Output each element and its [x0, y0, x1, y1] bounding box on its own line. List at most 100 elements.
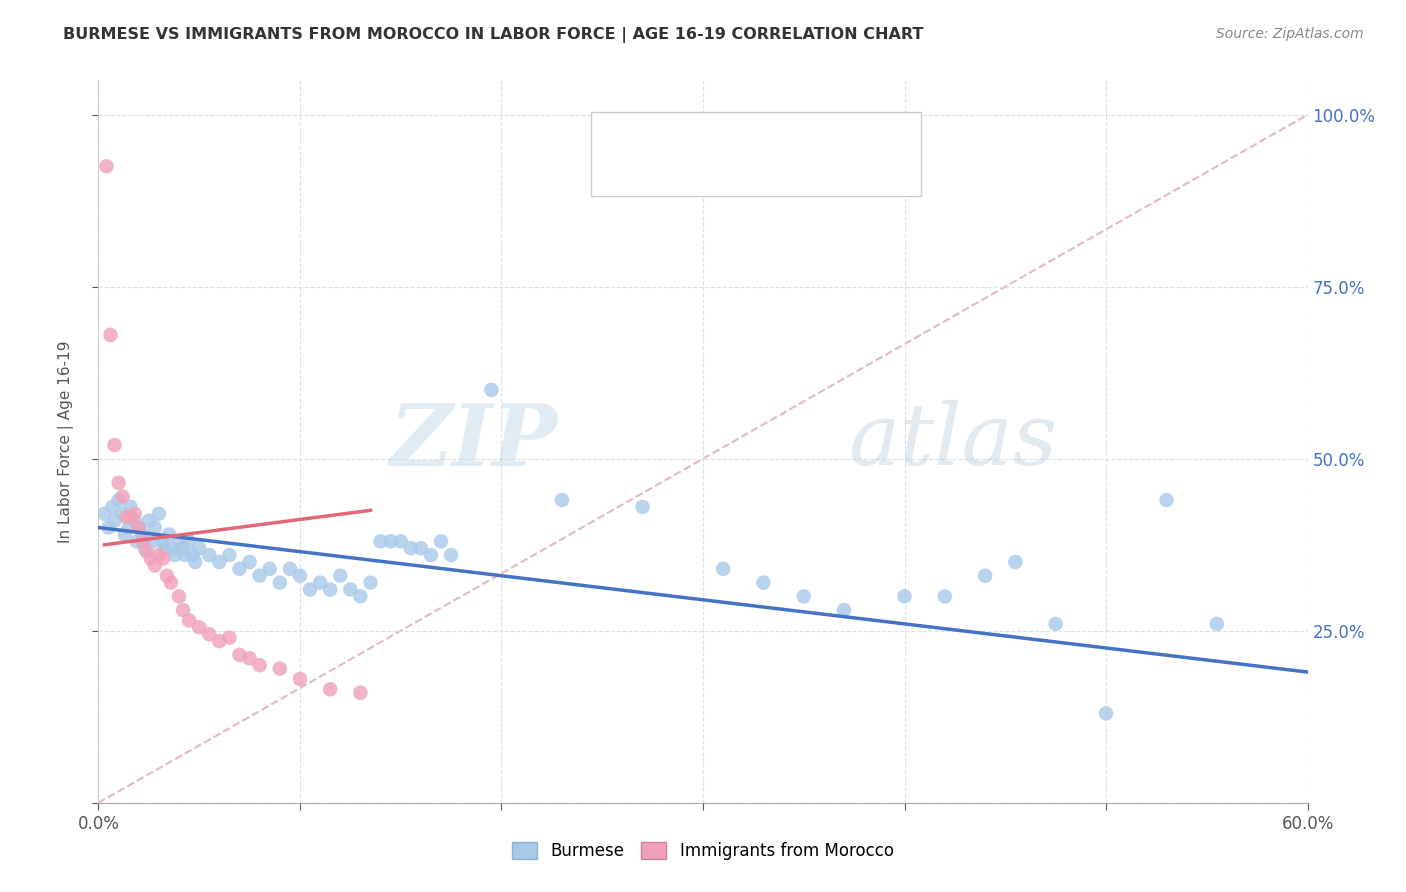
Text: 68: 68	[862, 125, 887, 143]
Point	[118, 520, 141, 534]
Point	[349, 590, 371, 604]
Point	[239, 555, 262, 569]
Point	[184, 555, 207, 569]
Point	[631, 500, 654, 514]
Text: -0.291: -0.291	[716, 125, 780, 143]
Point	[152, 534, 174, 549]
Point	[481, 383, 503, 397]
Point	[179, 614, 201, 628]
Point	[1004, 555, 1026, 569]
Point	[111, 490, 134, 504]
Point	[143, 520, 166, 534]
Point	[228, 648, 250, 662]
Point	[329, 568, 352, 582]
Point	[93, 507, 115, 521]
Text: 0.135: 0.135	[716, 164, 773, 182]
Text: ZIP: ZIP	[389, 400, 558, 483]
Point	[120, 510, 142, 524]
Y-axis label: In Labor Force | Age 16-19: In Labor Force | Age 16-19	[58, 340, 75, 543]
Point	[399, 541, 422, 556]
Point	[420, 548, 443, 562]
Point	[278, 562, 301, 576]
Point	[188, 541, 211, 556]
Point	[832, 603, 855, 617]
Point	[125, 534, 148, 549]
Point	[179, 534, 201, 549]
Point	[148, 548, 170, 562]
Text: 31: 31	[862, 164, 886, 182]
Point	[135, 544, 157, 558]
Text: N =: N =	[806, 164, 845, 182]
Point	[172, 603, 194, 617]
Point	[269, 662, 291, 676]
Point	[128, 520, 150, 534]
Point	[1206, 616, 1229, 631]
Point	[157, 527, 180, 541]
Point	[288, 568, 311, 582]
Point	[249, 568, 271, 582]
Point	[752, 575, 775, 590]
Point	[124, 514, 146, 528]
Text: atlas: atlas	[848, 401, 1057, 483]
Point	[115, 510, 138, 524]
Point	[349, 686, 371, 700]
Point	[319, 682, 342, 697]
Point	[360, 575, 382, 590]
Point	[551, 493, 574, 508]
Point	[1095, 706, 1118, 721]
Point	[124, 507, 146, 521]
Point	[893, 590, 915, 604]
Point	[339, 582, 361, 597]
Point	[288, 672, 311, 686]
Point	[974, 568, 997, 582]
Point	[139, 551, 162, 566]
Point	[156, 568, 179, 582]
Point	[198, 627, 221, 641]
Point	[163, 548, 186, 562]
Point	[167, 590, 190, 604]
Point	[160, 575, 183, 590]
Point	[97, 520, 120, 534]
Point	[162, 541, 184, 556]
Point	[167, 534, 190, 549]
Point	[218, 631, 240, 645]
FancyBboxPatch shape	[600, 159, 634, 188]
Point	[440, 548, 463, 562]
Point	[107, 493, 129, 508]
Point	[259, 562, 281, 576]
Point	[380, 534, 402, 549]
Point	[174, 548, 197, 562]
Point	[188, 620, 211, 634]
FancyBboxPatch shape	[600, 120, 634, 148]
Point	[96, 159, 118, 173]
Point	[132, 527, 155, 541]
Point	[228, 562, 250, 576]
Point	[148, 507, 170, 521]
Legend: Burmese, Immigrants from Morocco: Burmese, Immigrants from Morocco	[506, 835, 900, 867]
Text: R =: R =	[650, 164, 689, 182]
Point	[111, 507, 134, 521]
Point	[120, 500, 142, 514]
Text: BURMESE VS IMMIGRANTS FROM MOROCCO IN LABOR FORCE | AGE 16-19 CORRELATION CHART: BURMESE VS IMMIGRANTS FROM MOROCCO IN LA…	[63, 27, 924, 43]
Point	[142, 534, 165, 549]
Point	[134, 541, 156, 556]
Point	[198, 548, 221, 562]
Point	[370, 534, 392, 549]
Point	[208, 634, 231, 648]
Point	[1156, 493, 1178, 508]
Point	[934, 590, 956, 604]
Point	[172, 541, 194, 556]
Point	[430, 534, 453, 549]
Text: Source: ZipAtlas.com: Source: ZipAtlas.com	[1216, 27, 1364, 41]
Point	[132, 534, 155, 549]
Point	[103, 438, 125, 452]
Point	[128, 520, 150, 534]
Point	[1045, 616, 1067, 631]
Point	[711, 562, 734, 576]
Point	[100, 327, 122, 342]
Point	[152, 551, 174, 566]
Text: N =: N =	[806, 125, 845, 143]
Point	[409, 541, 432, 556]
Point	[793, 590, 815, 604]
Point	[309, 575, 332, 590]
